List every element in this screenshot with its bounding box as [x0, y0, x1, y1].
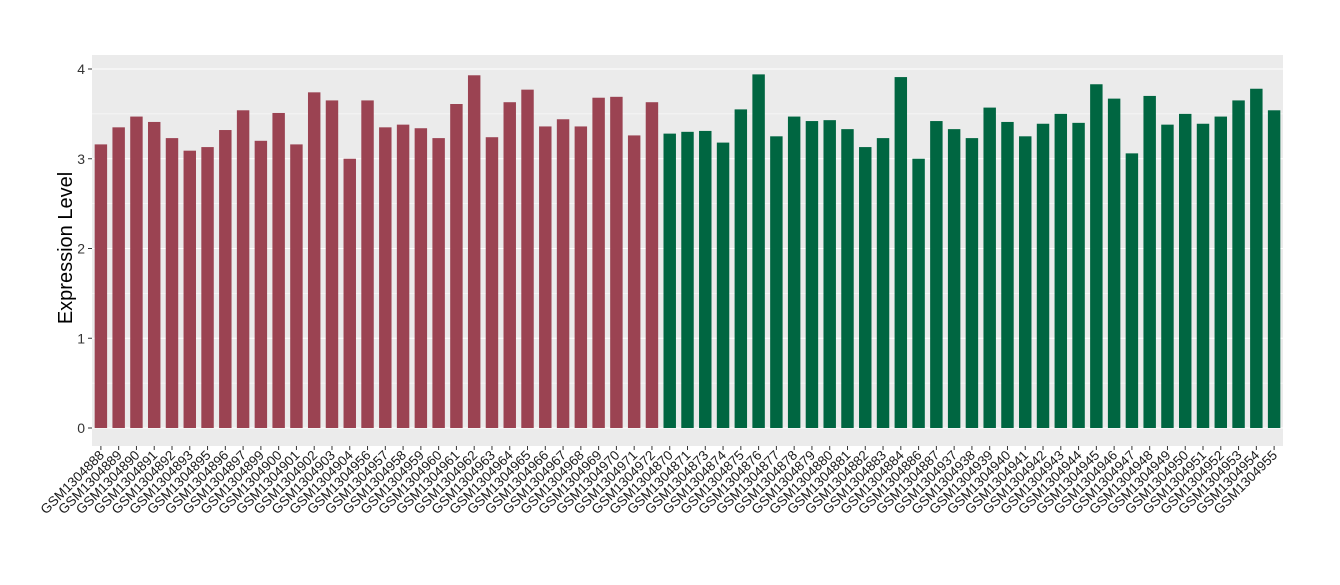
bar-GSM1304882 — [859, 147, 872, 428]
bar-GSM1304945 — [1090, 84, 1103, 428]
bar-GSM1304881 — [841, 129, 854, 428]
bar-GSM1304948 — [1143, 95, 1156, 429]
bar-GSM1304904 — [343, 158, 356, 428]
bar-GSM1304957 — [379, 127, 392, 429]
bar-GSM1304944 — [1072, 122, 1085, 428]
y-axis-label: Expression Level — [55, 172, 77, 324]
bar-GSM1304891 — [147, 121, 161, 428]
bar-GSM1304875 — [734, 109, 748, 428]
bar-GSM1304939 — [983, 107, 996, 428]
bar-GSM1304963 — [485, 137, 499, 428]
bar-GSM1304938 — [965, 138, 979, 429]
bar-GSM1304901 — [290, 144, 303, 428]
bar-GSM1304970 — [610, 96, 623, 428]
bar-GSM1304942 — [1036, 123, 1050, 428]
bar-GSM1304960 — [432, 138, 445, 429]
bar-GSM1304877 — [770, 136, 783, 428]
bar-GSM1304870 — [663, 133, 676, 428]
bar-GSM1304937 — [947, 129, 961, 428]
bar-GSM1304902 — [307, 92, 321, 429]
bar-GSM1304895 — [201, 147, 214, 428]
bar-GSM1304968 — [574, 126, 588, 428]
bar-GSM1304953 — [1232, 100, 1245, 428]
bar-GSM1304943 — [1054, 113, 1068, 428]
bar-GSM1304964 — [503, 102, 516, 429]
bar-GSM1304952 — [1214, 116, 1228, 428]
bar-GSM1304903 — [325, 100, 339, 428]
bar-GSM1304883 — [876, 138, 890, 429]
bar-GSM1304896 — [219, 130, 232, 428]
bar-GSM1304876 — [752, 74, 765, 428]
bar-GSM1304946 — [1107, 98, 1121, 429]
y-axis: 0 1 2 3 4 — [77, 61, 92, 436]
bar-GSM1304890 — [130, 116, 143, 428]
bar-GSM1304897 — [236, 110, 250, 428]
bar-GSM1304889 — [112, 127, 125, 429]
bar-GSM1304961 — [450, 104, 463, 428]
bar-GSM1304879 — [805, 121, 819, 429]
bar-GSM1304967 — [556, 119, 570, 428]
bar-GSM1304892 — [165, 138, 179, 429]
bar-GSM1304947 — [1125, 153, 1139, 429]
bar-GSM1304972 — [645, 102, 659, 429]
y-tick-label: 4 — [77, 61, 85, 77]
bar-GSM1304949 — [1161, 124, 1174, 429]
bar-GSM1304874 — [716, 142, 730, 428]
bar-GSM1304971 — [627, 135, 641, 429]
bar-GSM1304956 — [361, 100, 374, 428]
bar-GSM1304893 — [183, 150, 196, 429]
bar-GSM1304958 — [396, 124, 410, 429]
bar-GSM1304969 — [592, 97, 605, 428]
bar-GSM1304899 — [254, 140, 268, 429]
bar-GSM1304954 — [1250, 88, 1263, 429]
bar-GSM1304962 — [467, 75, 481, 428]
bar-GSM1304886 — [912, 158, 925, 428]
bar-GSM1304955 — [1267, 110, 1281, 428]
bar-GSM1304965 — [521, 89, 534, 428]
bar-GSM1304941 — [1019, 136, 1032, 428]
bar-GSM1304900 — [272, 112, 285, 428]
bar-GSM1304959 — [414, 128, 428, 429]
bar-GSM1304940 — [1001, 121, 1014, 428]
bar-GSM1304950 — [1179, 113, 1192, 428]
y-tick-label: 2 — [77, 241, 85, 257]
bar-GSM1304871 — [681, 131, 694, 428]
bar-GSM1304884 — [894, 77, 908, 428]
x-axis: GSM1304888GSM1304889GSM1304890GSM1304891… — [37, 447, 1280, 517]
bar-GSM1304878 — [787, 116, 801, 428]
bar-GSM1304887 — [930, 121, 943, 429]
y-tick-label: 3 — [77, 151, 85, 167]
bar-GSM1304888 — [94, 144, 108, 428]
bar-GSM1304966 — [539, 126, 552, 428]
y-tick-label: 1 — [77, 330, 85, 346]
bars — [94, 74, 1281, 429]
y-tick-label: 0 — [77, 420, 85, 436]
bar-GSM1304880 — [823, 120, 836, 428]
bar-GSM1304873 — [699, 130, 712, 429]
bar-GSM1304951 — [1196, 123, 1210, 428]
